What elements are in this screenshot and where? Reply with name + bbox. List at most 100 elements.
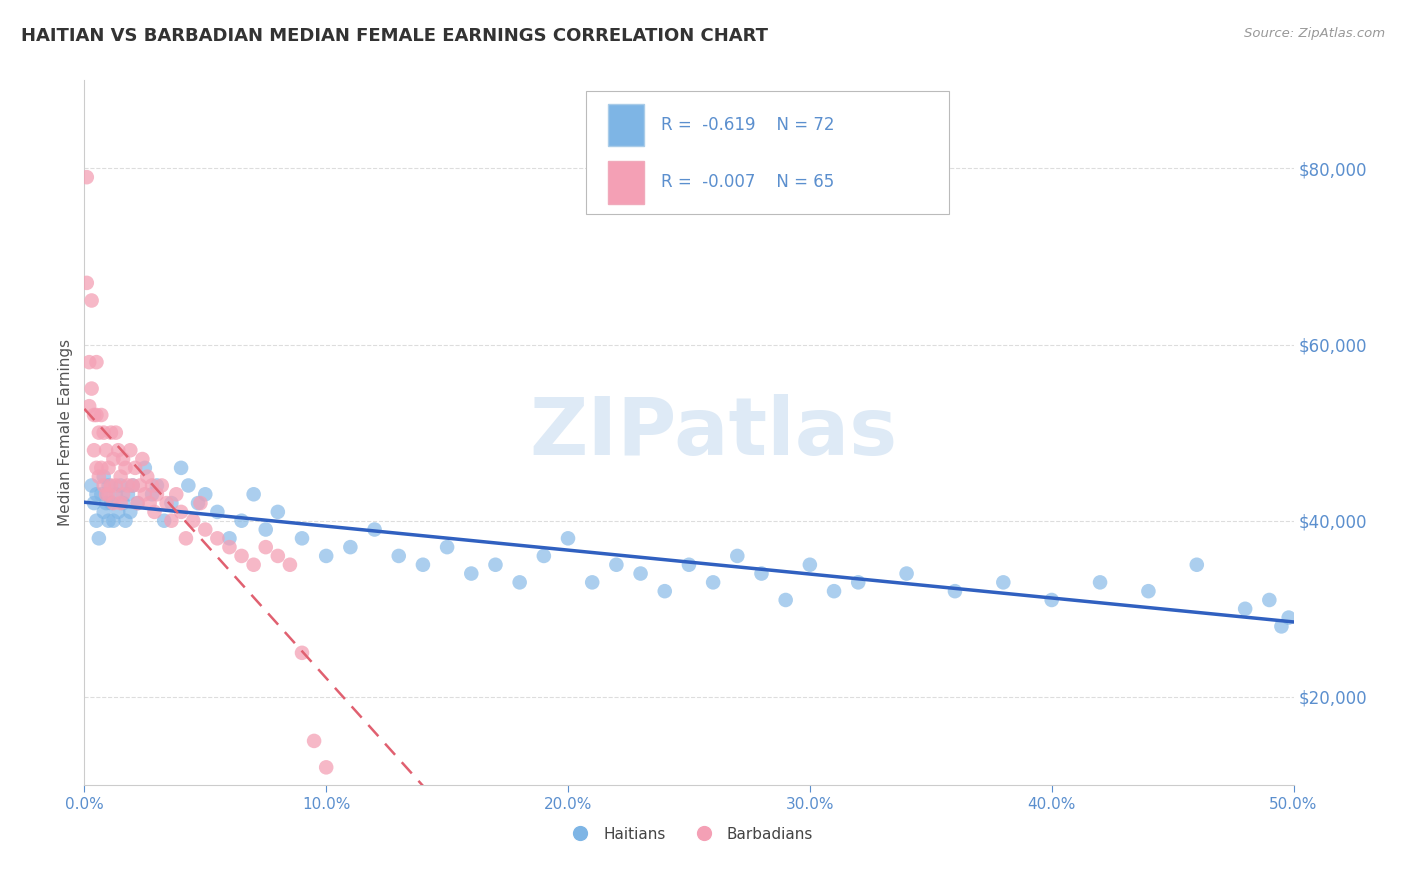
Point [267, 549, 290, 563]
Point [557, 532, 579, 546]
Point [339, 540, 361, 554]
Point [190, 496, 212, 510]
Point [94, 496, 117, 510]
Point [775, 593, 797, 607]
Point [117, 478, 139, 492]
Point [104, 487, 127, 501]
Point [278, 558, 301, 572]
Point [87, 532, 110, 546]
Point [363, 523, 385, 537]
FancyBboxPatch shape [607, 161, 644, 203]
Point [460, 566, 482, 581]
Text: R =  -0.007    N = 65: R = -0.007 N = 65 [661, 173, 834, 192]
Point [993, 575, 1015, 590]
Point [100, 425, 122, 440]
Y-axis label: Median Female Earnings: Median Female Earnings [58, 339, 73, 526]
Point [412, 558, 434, 572]
Point [138, 496, 160, 510]
Point [97, 478, 120, 492]
Point [823, 584, 845, 599]
Point [943, 584, 966, 599]
FancyBboxPatch shape [607, 103, 644, 145]
Point [146, 478, 169, 492]
Point [1270, 619, 1292, 633]
Text: HAITIAN VS BARBADIAN MEDIAN FEMALE EARNINGS CORRELATION CHART: HAITIAN VS BARBADIAN MEDIAN FEMALE EARNI… [21, 27, 768, 45]
Point [207, 532, 229, 546]
Point [97, 460, 120, 475]
Point [315, 549, 337, 563]
Point [194, 487, 217, 501]
Point [170, 460, 193, 475]
Legend: Haitians, Barbadians: Haitians, Barbadians [558, 821, 820, 847]
Point [484, 558, 506, 572]
Point [896, 566, 918, 581]
Point [155, 496, 177, 510]
Point [605, 558, 627, 572]
Point [1040, 593, 1063, 607]
Point [1278, 610, 1301, 624]
Point [751, 566, 773, 581]
Point [134, 487, 156, 501]
Point [129, 478, 152, 492]
Point [153, 514, 176, 528]
Point [302, 734, 325, 748]
Point [143, 505, 166, 519]
Point [80, 382, 103, 396]
Point [136, 469, 159, 483]
Point [93, 505, 115, 519]
Point [93, 478, 115, 492]
Point [76, 170, 98, 185]
Point [121, 478, 143, 492]
Point [97, 514, 120, 528]
Point [291, 646, 314, 660]
Point [83, 443, 105, 458]
Point [799, 558, 821, 572]
Point [77, 355, 100, 369]
Point [1234, 602, 1257, 616]
Point [104, 478, 127, 492]
Point [177, 478, 200, 492]
Point [90, 408, 112, 422]
Point [76, 276, 98, 290]
Point [93, 469, 115, 483]
Point [83, 496, 105, 510]
Point [141, 478, 163, 492]
Point [160, 514, 183, 528]
Point [107, 505, 129, 519]
Point [90, 487, 112, 501]
Point [93, 425, 115, 440]
Point [86, 408, 108, 422]
Point [124, 460, 146, 475]
Point [218, 532, 240, 546]
Point [86, 355, 108, 369]
Point [218, 540, 240, 554]
Point [77, 399, 100, 413]
Point [267, 505, 290, 519]
Point [87, 469, 110, 483]
Point [242, 558, 264, 572]
Point [110, 496, 132, 510]
Point [146, 487, 169, 501]
Point [114, 460, 136, 475]
Point [678, 558, 700, 572]
Point [112, 496, 135, 510]
Point [1258, 593, 1281, 607]
Point [103, 496, 125, 510]
Point [581, 575, 603, 590]
Point [1088, 575, 1111, 590]
Point [117, 487, 139, 501]
Text: R =  -0.619    N = 72: R = -0.619 N = 72 [661, 116, 835, 134]
Point [630, 566, 652, 581]
Point [231, 549, 253, 563]
Point [110, 469, 132, 483]
Point [1185, 558, 1208, 572]
Point [94, 487, 117, 501]
Point [100, 478, 122, 492]
Point [187, 496, 209, 510]
Point [87, 425, 110, 440]
Point [291, 532, 314, 546]
Text: ZIPatlas: ZIPatlas [529, 393, 897, 472]
Point [120, 505, 142, 519]
Point [254, 523, 277, 537]
Point [104, 425, 127, 440]
